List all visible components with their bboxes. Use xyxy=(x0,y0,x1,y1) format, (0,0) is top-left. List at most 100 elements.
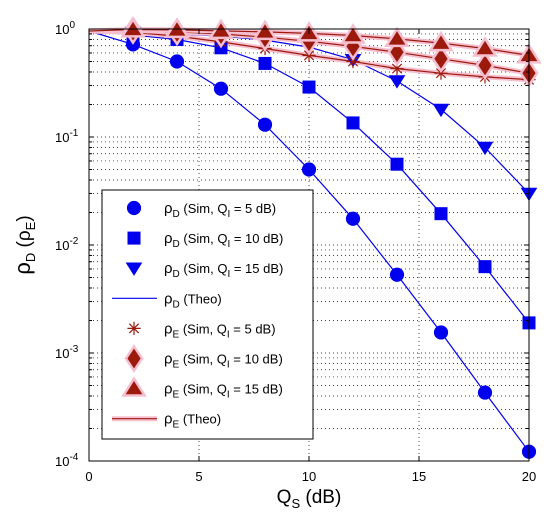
data-point xyxy=(346,116,360,130)
y-tick-base: 10 xyxy=(55,130,69,145)
axis-labels: QS (dB)ρD (ρE) xyxy=(10,215,341,511)
data-point xyxy=(434,207,448,221)
data-point xyxy=(433,325,449,340)
legend-subscript: I xyxy=(227,360,230,371)
legend-text-part: (Sim, Q xyxy=(179,321,227,336)
y-axis-label-paren: ) xyxy=(14,215,35,221)
data-point xyxy=(388,75,406,89)
legend-subscript: D xyxy=(173,299,180,310)
y-tick-label: 10-4 xyxy=(55,452,79,469)
legend-subscript: I xyxy=(227,329,230,340)
y-tick-base: 10 xyxy=(55,346,69,361)
markers xyxy=(120,16,542,459)
y-axis-label-subscript: D xyxy=(23,253,38,262)
legend-text-part: (Sim, Q xyxy=(180,231,228,246)
data-point xyxy=(477,385,493,400)
y-axis-label-paren: (ρ xyxy=(14,230,35,253)
y-tick-base: 10 xyxy=(55,454,69,469)
y-tick-base: 10 xyxy=(55,22,69,37)
legend-marker xyxy=(125,380,143,395)
x-axis-label-subscript: S xyxy=(291,496,300,511)
data-point xyxy=(169,54,185,69)
data-point xyxy=(257,117,273,132)
y-tick-label: 10-3 xyxy=(55,344,79,361)
legend-symbol: ρ xyxy=(164,230,173,247)
legend-subscript: I xyxy=(227,209,230,220)
x-axis-label-unit: (dB) xyxy=(300,487,341,508)
legend-text-part: = 5 dB) xyxy=(230,201,276,216)
x-axis-label-main: Q xyxy=(277,487,292,508)
data-point xyxy=(301,162,317,177)
y-tick-exponent: -2 xyxy=(69,236,78,247)
legend-marker xyxy=(126,200,142,216)
legend-symbol: ρ xyxy=(164,320,173,337)
y-axis-label-subscript: E xyxy=(23,221,38,230)
legend-label: ρD (Sim, QI = 10 dB) xyxy=(164,230,283,250)
data-point xyxy=(476,141,494,156)
data-point xyxy=(388,31,406,45)
data-point xyxy=(389,267,405,282)
legend-subscript: D xyxy=(173,209,180,220)
y-tick-exponent: 0 xyxy=(69,20,75,31)
data-point xyxy=(212,23,230,37)
legend-subscript: E xyxy=(173,329,180,340)
legend-box xyxy=(101,189,314,440)
legend-subscript: E xyxy=(173,390,180,401)
data-point xyxy=(302,80,316,94)
data-point xyxy=(390,42,404,63)
legend-label: ρD (Sim, QI = 15 dB) xyxy=(164,260,283,280)
y-tick-exponent: -3 xyxy=(69,344,78,355)
legend-label: ρE (Sim, QI = 15 dB) xyxy=(164,381,283,401)
legend-subscript: I xyxy=(227,390,230,401)
y-tick-exponent: -1 xyxy=(69,128,78,139)
legend-text-part: (Sim, Q xyxy=(179,382,227,397)
legend-label: ρE (Theo) xyxy=(164,411,221,431)
data-point xyxy=(478,55,492,76)
y-tick-label: 10-2 xyxy=(55,236,79,253)
data-point xyxy=(478,260,492,274)
legend-symbol: ρ xyxy=(164,260,173,277)
data-point xyxy=(432,103,450,118)
legend-text-part: = 5 dB) xyxy=(230,321,276,336)
legend-symbol: ρ xyxy=(164,351,173,368)
legend-subscript: E xyxy=(173,360,180,371)
legend-text-part: (Sim, Q xyxy=(180,201,228,216)
legend-text-part: = 10 dB) xyxy=(230,231,283,246)
legend-subscript: I xyxy=(227,239,230,250)
y-tick-base: 10 xyxy=(55,238,69,253)
legend-subscript: E xyxy=(173,420,180,431)
y-tick-label: 10-1 xyxy=(55,128,79,145)
data-point xyxy=(345,211,361,226)
y-axis-label: ρD (ρE) xyxy=(10,215,38,274)
legend-symbol: ρ xyxy=(164,290,173,307)
data-point xyxy=(432,35,450,49)
data-point xyxy=(434,48,448,69)
legend-marker xyxy=(127,321,141,335)
y-axis-label-symbol: ρ xyxy=(10,262,35,275)
legend-text-part: (Theo) xyxy=(180,291,222,306)
legend: ρD (Sim, QI = 5 dB)ρD (Sim, QI = 10 dB)ρ… xyxy=(101,189,314,440)
legend-label: ρE (Sim, QI = 5 dB) xyxy=(164,320,276,340)
legend-text-part: (Sim, Q xyxy=(180,261,228,276)
legend-symbol: ρ xyxy=(164,411,173,428)
data-point xyxy=(344,27,362,42)
x-tick-label: 15 xyxy=(412,469,426,484)
x-tick-label: 0 xyxy=(85,469,92,484)
y-tick-exponent: -4 xyxy=(69,452,78,463)
legend-marker xyxy=(125,262,143,276)
legend-subscript: D xyxy=(173,239,180,250)
data-point xyxy=(476,40,494,55)
legend-text-part: = 15 dB) xyxy=(230,382,283,397)
data-point xyxy=(213,81,229,96)
x-axis-label: QS (dB) xyxy=(277,487,342,511)
legend-label: ρE (Sim, QI = 10 dB) xyxy=(164,351,283,371)
data-point xyxy=(390,157,404,171)
legend-text-part: = 10 dB) xyxy=(230,352,283,367)
y-tick-label: 100 xyxy=(55,20,75,37)
x-tick-label: 10 xyxy=(302,469,316,484)
legend-text-part: = 15 dB) xyxy=(230,261,283,276)
legend-text-part: (Theo) xyxy=(179,412,221,427)
legend-marker xyxy=(127,231,141,245)
x-tick-label: 20 xyxy=(522,469,536,484)
